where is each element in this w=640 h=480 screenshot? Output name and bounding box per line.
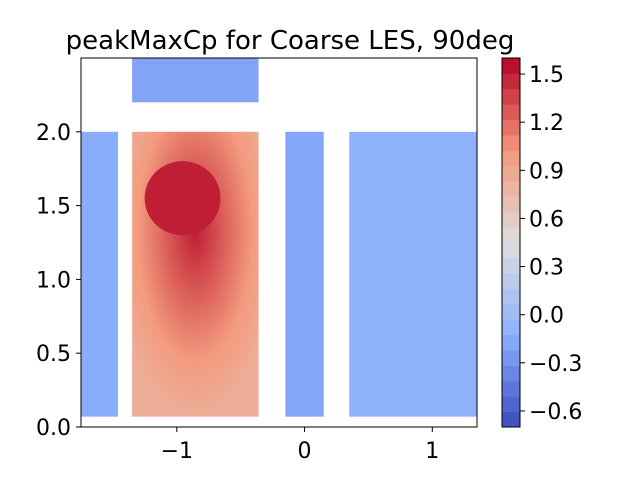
y-tick-label: 0.5: [36, 342, 71, 367]
peak-region: [144, 161, 221, 236]
contour-panel-5: [349, 131, 477, 417]
y-tick-label: 1.5: [36, 195, 71, 220]
colorbar-level: [502, 227, 520, 243]
y-tick-label: 1.0: [36, 268, 71, 293]
x-axis: −1 0 1: [161, 427, 439, 464]
colorbar-frame: [501, 57, 521, 428]
colorbar-level: [502, 304, 520, 320]
colorbar-level: [502, 165, 520, 182]
colorbar-tick-label: 0.0: [529, 304, 564, 329]
colorbar: 1.5 1.2 0.9 0.6 0.3 0.0 −0.3 −0.6: [501, 57, 582, 428]
colorbar-tick-label: 0.9: [529, 159, 564, 184]
colorbar-level: [502, 350, 520, 366]
colorbar-level: [502, 119, 520, 136]
colorbar-level: [502, 181, 520, 197]
colorbar-level: [502, 288, 520, 305]
x-tick-label: 0: [298, 439, 312, 464]
y-axis: 0.0 0.5 1.0 1.5 2.0: [36, 121, 81, 441]
colorbar-tick-label: 0.6: [529, 207, 564, 232]
y-tick-label: 0.0: [36, 416, 71, 441]
colorbar-level: [502, 365, 520, 382]
plot-area: [80, 57, 478, 428]
plot-frame: [80, 57, 478, 428]
colorbar-level: [502, 196, 520, 213]
y-tick-label: 2.0: [36, 121, 71, 146]
colorbar-level: [502, 380, 520, 397]
contour-panel-4: [285, 131, 324, 417]
x-tick-label: −1: [161, 439, 193, 464]
colorbar-level: [502, 104, 520, 120]
colorbar-level: [502, 411, 520, 428]
colorbar-level: [502, 211, 520, 228]
colorbar-level: [502, 396, 520, 413]
chart-title: peakMaxCp for Coarse LES, 90deg: [66, 26, 515, 56]
x-tick-label: 1: [425, 439, 439, 464]
contour-panel-3: [132, 58, 259, 103]
contour-panel-1: [81, 131, 119, 417]
colorbar-level: [502, 150, 520, 167]
colorbar-tick-label: −0.6: [529, 400, 582, 425]
colorbar-level: [502, 273, 520, 290]
colorbar-level: [502, 319, 520, 336]
colorbar-tick-label: 0.3: [529, 256, 564, 281]
colorbar-level: [502, 73, 520, 90]
colorbar-level: [502, 257, 520, 274]
colorbar-level: [502, 242, 520, 259]
colorbar-tick-label: 1.5: [529, 63, 564, 88]
colorbar-tick-label: −0.3: [529, 352, 582, 377]
colorbar-tick-label: 1.2: [529, 111, 564, 136]
colorbar-level: [502, 334, 520, 351]
colorbar-level: [502, 58, 520, 74]
colorbar-level: [502, 88, 520, 105]
colorbar-level: [502, 134, 520, 151]
